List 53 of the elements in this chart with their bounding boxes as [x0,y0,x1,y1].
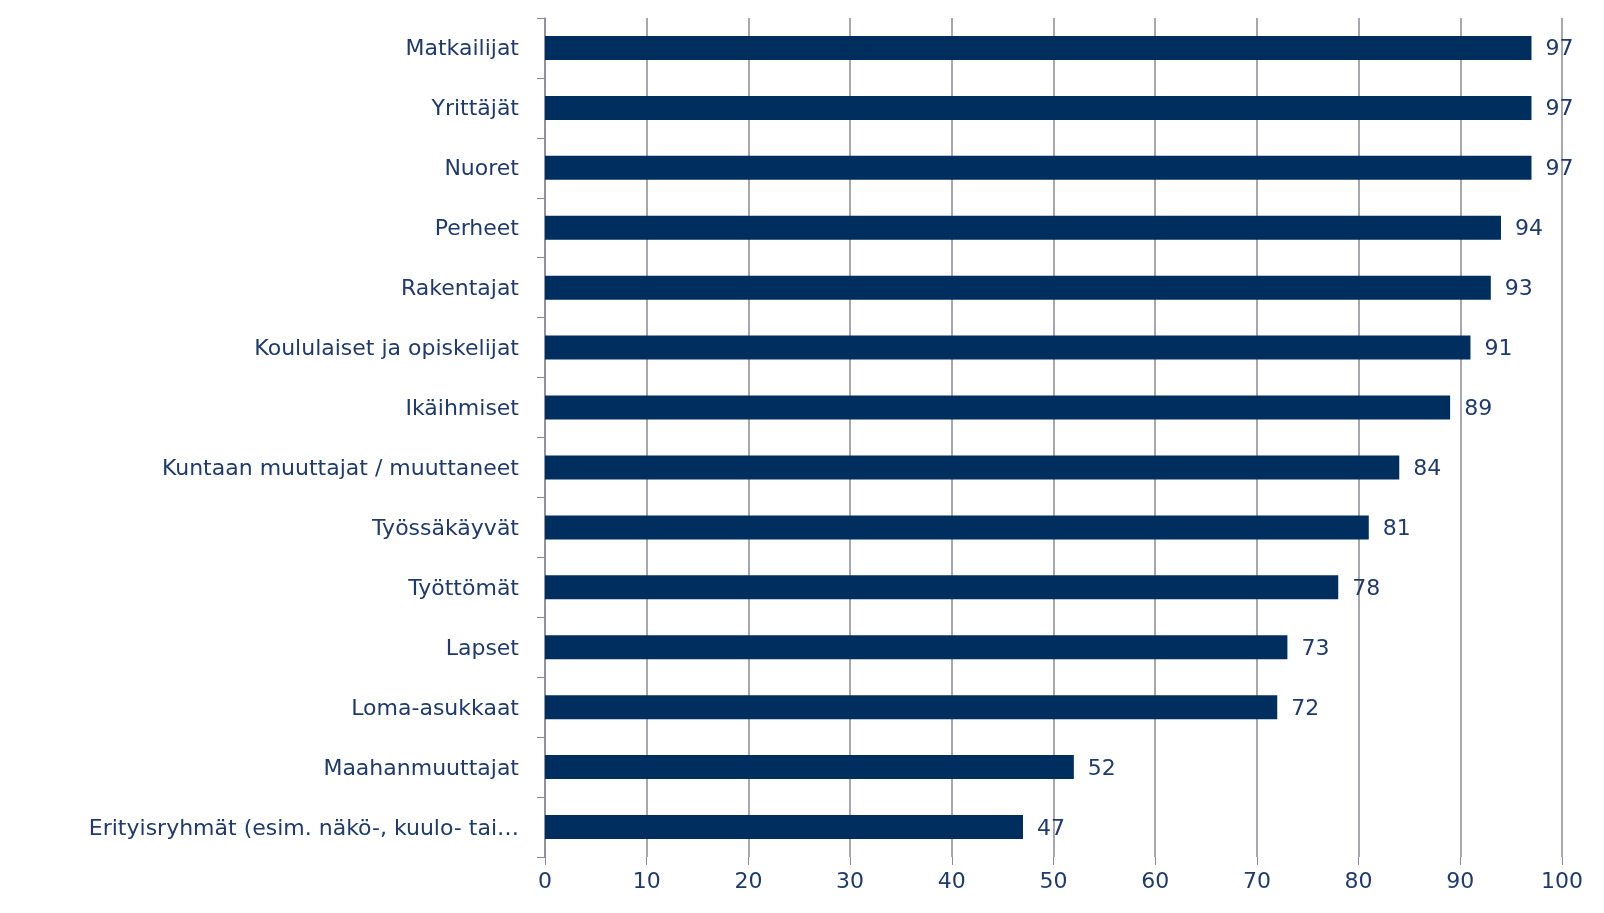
y-tick-label: Ikäihmiset [405,395,520,421]
y-tick-label: Erityisryhmät (esim. näkö-, kuulo- tai… [88,814,519,840]
data-label: 97 [1545,95,1574,121]
x-tick-label: 30 [836,867,865,893]
data-label: 97 [1545,155,1574,181]
data-label: 73 [1301,634,1330,660]
x-tick-label: 80 [1344,867,1373,893]
bar [545,455,1400,480]
bar [545,95,1532,120]
bar [545,575,1339,600]
y-tick-label: Perheet [434,215,520,241]
x-tick-label: 50 [1039,867,1068,893]
bar [545,395,1451,420]
data-label: 91 [1484,335,1513,361]
y-tick-label: Matkailijat [405,35,520,61]
x-tick-label: 0 [538,867,552,893]
y-tick-label: Kuntaan muuttajat / muuttaneet [161,454,520,480]
bar [545,335,1471,360]
x-tick-label: 70 [1242,867,1271,893]
x-tick-label: 90 [1446,867,1475,893]
x-tick-label: 100 [1541,867,1583,893]
data-label: 97 [1545,35,1574,61]
x-tick-label: 40 [937,867,966,893]
y-tick-label: Nuoret [444,155,520,181]
data-label: 72 [1291,694,1320,720]
data-label: 89 [1464,395,1493,421]
bar [545,155,1532,180]
x-tick-label: 20 [734,867,763,893]
data-label: 84 [1413,454,1442,480]
bar [545,815,1023,840]
data-label: 93 [1504,275,1533,301]
bar [545,275,1491,300]
y-tick-label: Työssäkäyvät [371,514,520,540]
y-tick-label: Loma-asukkaat [351,694,520,720]
y-tick-label: Työttömät [407,574,520,600]
data-label: 78 [1352,574,1381,600]
y-tick-label: Yrittäjät [430,95,520,121]
data-label: 47 [1036,814,1065,840]
bar [545,695,1278,720]
bar [545,35,1532,60]
y-tick-label: Lapset [445,634,520,660]
bar [545,215,1501,240]
y-tick-label: Maahanmuuttajat [323,754,520,780]
bar [545,755,1074,780]
x-tick-label: 60 [1141,867,1170,893]
x-tick-label: 10 [632,867,661,893]
data-label: 94 [1514,215,1543,241]
y-tick-label: Koululaiset ja opiskelijat [254,335,520,361]
data-label: 81 [1382,514,1411,540]
y-tick-label: Rakentajat [400,275,520,301]
data-label: 52 [1087,754,1116,780]
bar [545,515,1369,540]
bar [545,635,1288,660]
